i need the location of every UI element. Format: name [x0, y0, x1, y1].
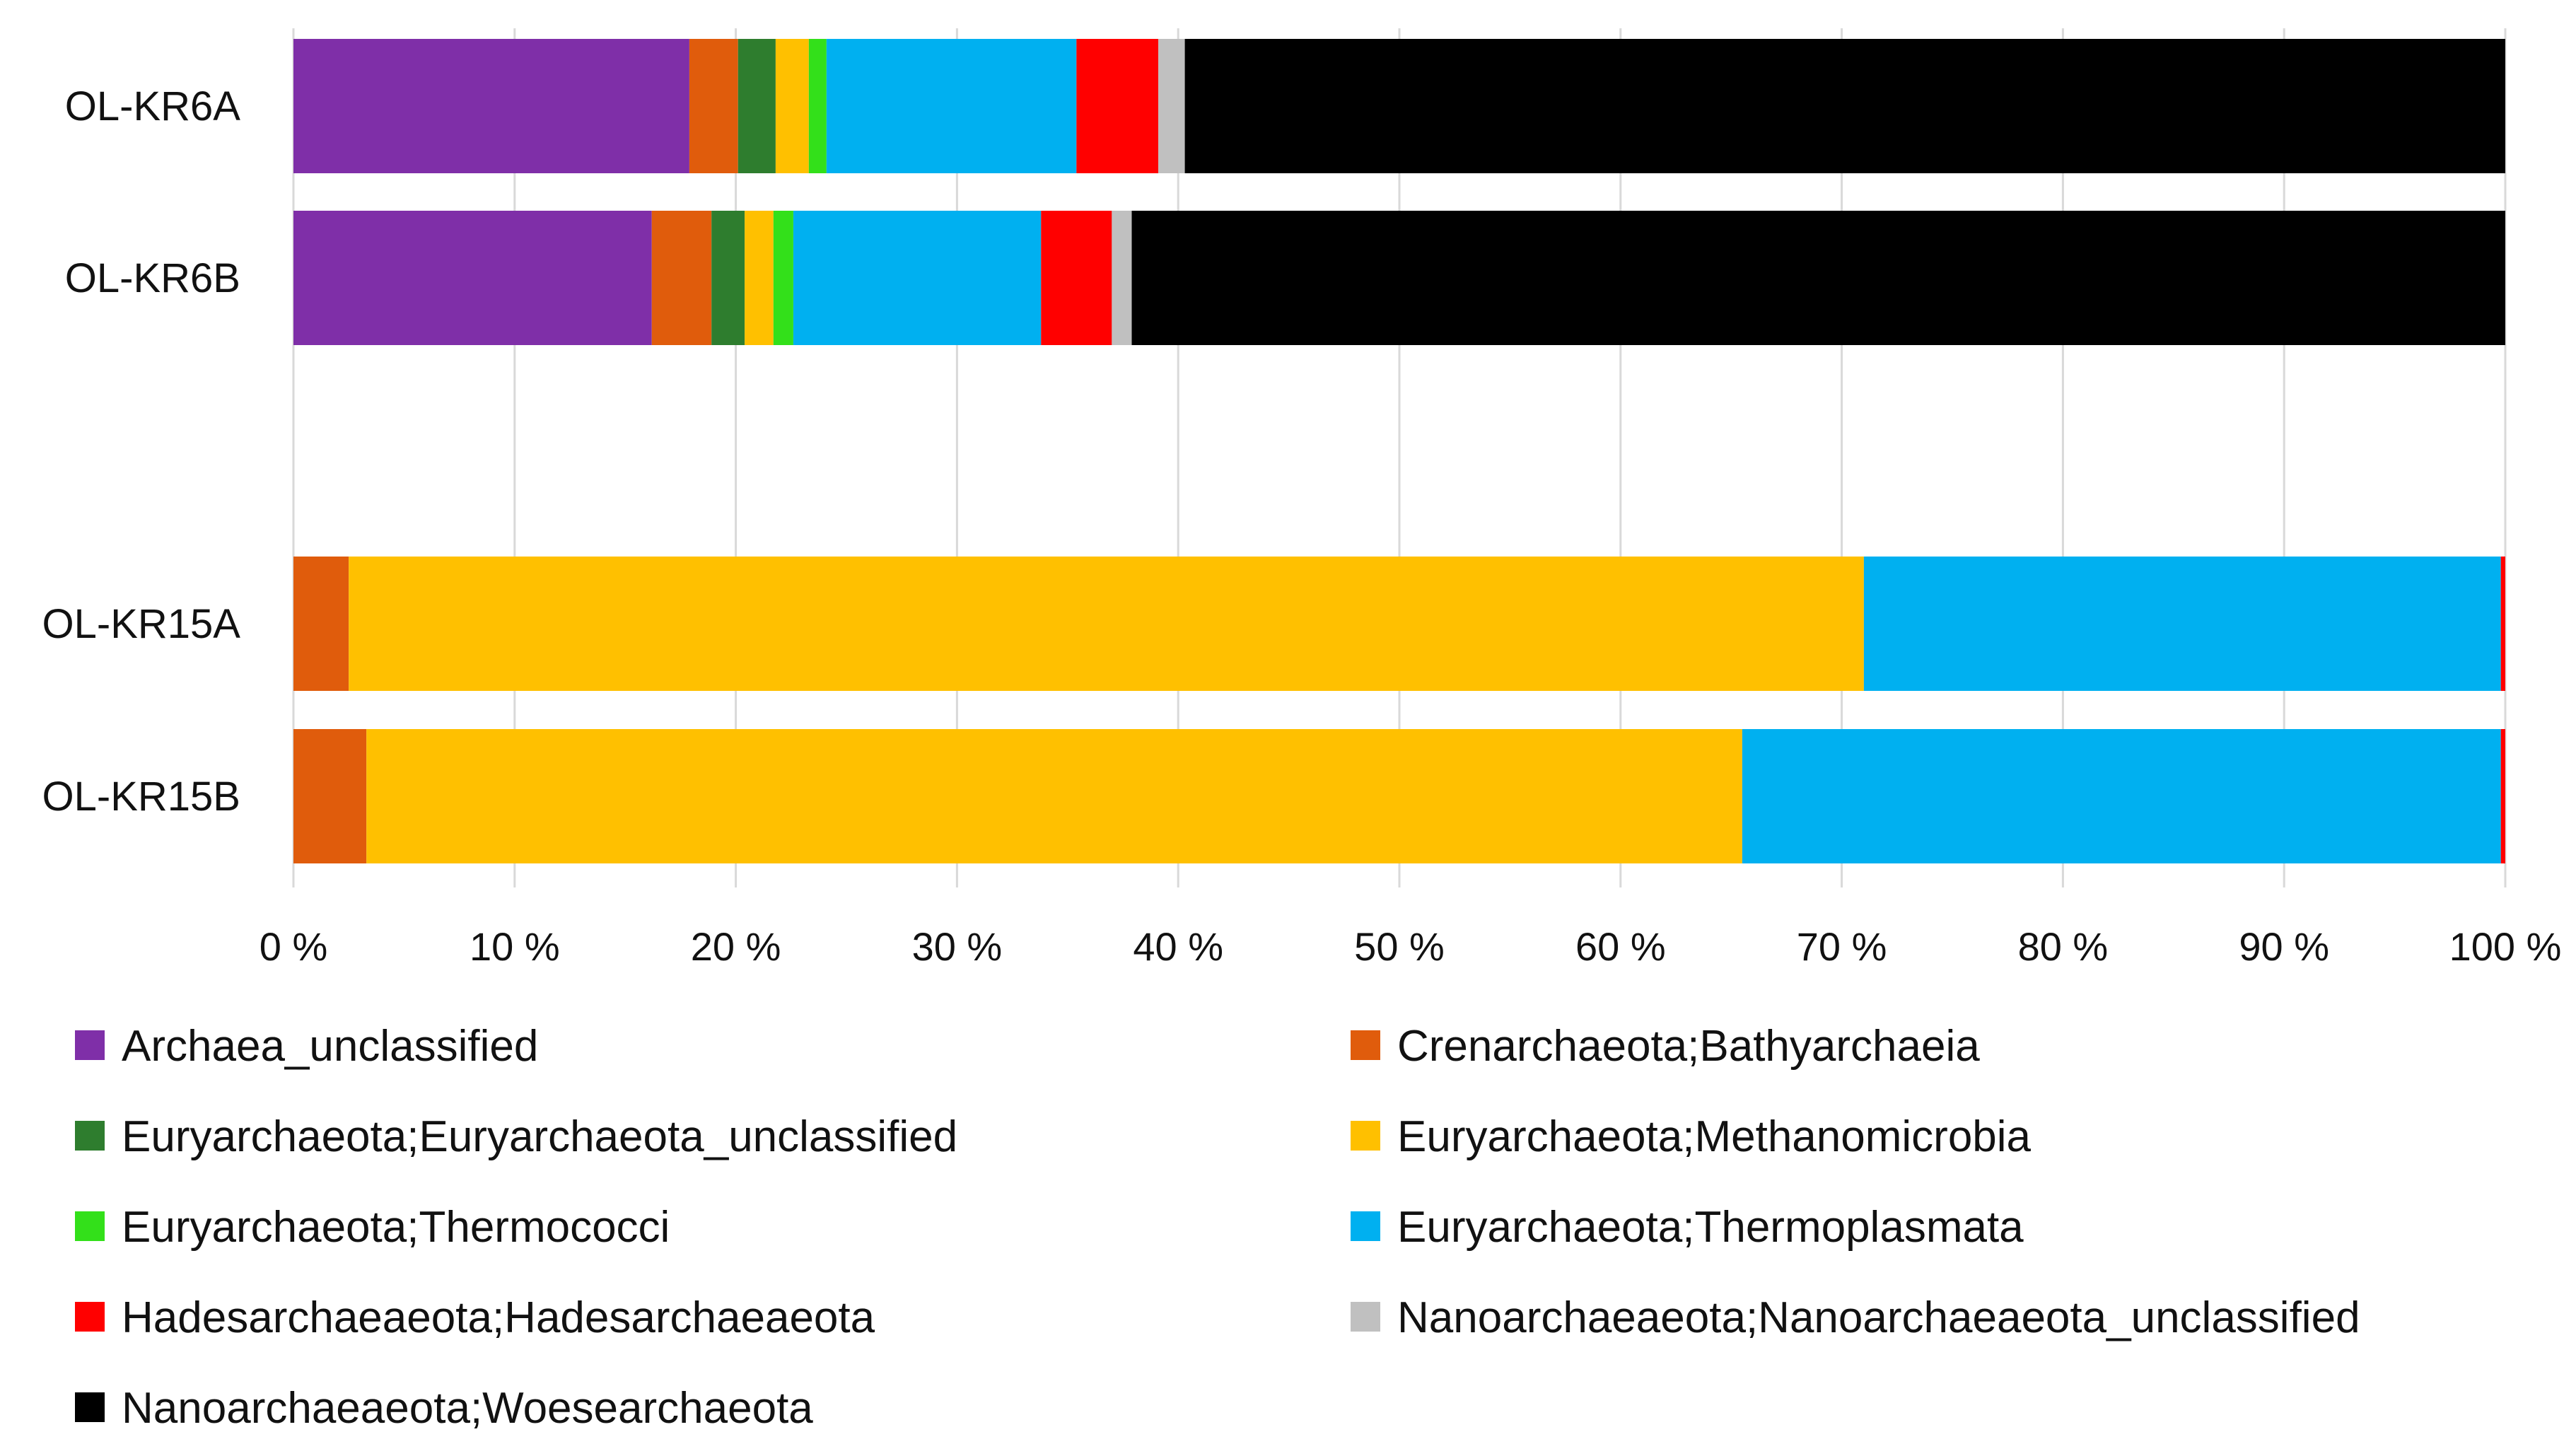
x-tick-label: 40 % — [1133, 924, 1223, 969]
legend-swatch — [75, 1030, 105, 1060]
bar-segment-ol-kr15b-hadesarchaeaeota-hadesarchaeaeota — [2500, 729, 2505, 863]
bar-segment-ol-kr6a-nanoarchaeaeota-woesearchaeota — [1184, 39, 2505, 173]
category-labels: OL-KR6A OL-KR6B OL-KR15A OL-KR15B — [42, 83, 241, 820]
legend-swatch — [1351, 1211, 1380, 1241]
x-tick-label: 90 % — [2239, 924, 2329, 969]
legend-item-nanoarchaeaeota-nanoarchaeaeota-unclassified: Nanoarchaeaeota;Nanoarchaeaeota_unclassi… — [1351, 1293, 2360, 1342]
legend-swatch — [75, 1302, 105, 1332]
legend-swatch — [75, 1392, 105, 1422]
x-tick-label: 20 % — [691, 924, 781, 969]
legend-swatch — [1351, 1121, 1380, 1151]
legend-item-archaea-unclassified: Archaea_unclassified — [75, 1022, 538, 1071]
x-tick-label: 10 % — [470, 924, 560, 969]
category-label: OL-KR6B — [65, 255, 240, 301]
legend-label: Nanoarchaeaeota;Nanoarchaeaeota_unclassi… — [1397, 1293, 2360, 1342]
legend-item-euryarchaeota-thermoplasmata: Euryarchaeota;Thermoplasmata — [1351, 1203, 2024, 1252]
x-tick-label: 30 % — [912, 924, 1003, 969]
bar-segment-ol-kr6a-crenarchaeota-bathyarchaeia — [689, 39, 738, 173]
bar-segment-ol-kr6a-euryarchaeota-thermoplasmata — [826, 39, 1077, 173]
bar-segment-ol-kr6b-hadesarchaeaeota-hadesarchaeaeota — [1041, 211, 1112, 345]
legend-item-euryarchaeota-methanomicrobia: Euryarchaeota;Methanomicrobia — [1351, 1112, 2032, 1161]
x-tick-label: 0 % — [260, 924, 328, 969]
x-tick-label: 60 % — [1575, 924, 1666, 969]
bar-segment-ol-kr6b-euryarchaeota-thermoplasmata — [793, 211, 1042, 345]
bar-segment-ol-kr15b-euryarchaeota-methanomicrobia — [366, 729, 1742, 863]
bar-segment-ol-kr15b-euryarchaeota-thermoplasmata — [1742, 729, 2501, 863]
bar-segment-ol-kr6a-euryarchaeota-methanomicrobia — [775, 39, 809, 173]
legend-swatch — [75, 1121, 105, 1151]
bar-segment-ol-kr15a-euryarchaeota-thermoplasmata — [1863, 557, 2501, 691]
bar-segment-ol-kr6b-nanoarchaeaeota-nanoarchaeaeota-unclassified — [1112, 211, 1132, 345]
bar-segment-ol-kr15a-crenarchaeota-bathyarchaeia — [293, 557, 349, 691]
x-tick-label: 70 % — [1797, 924, 1887, 969]
bar-segment-ol-kr6a-hadesarchaeaeota-hadesarchaeaeota — [1076, 39, 1159, 173]
category-label: OL-KR15B — [42, 774, 240, 820]
legend-label: Nanoarchaeaeota;Woesearchaeota — [122, 1384, 813, 1433]
legend-label: Euryarchaeota;Euryarchaeota_unclassified — [122, 1112, 957, 1161]
legend-swatch — [1351, 1030, 1380, 1060]
bars-layer — [293, 39, 2505, 863]
category-label: OL-KR6A — [65, 83, 241, 129]
bar-segment-ol-kr15a-euryarchaeota-methanomicrobia — [349, 557, 1864, 691]
x-tick-label: 80 % — [2018, 924, 2109, 969]
legend-item-crenarchaeota-bathyarchaeia: Crenarchaeota;Bathyarchaeia — [1351, 1022, 1980, 1071]
legend-label: Crenarchaeota;Bathyarchaeia — [1397, 1022, 1980, 1071]
bar-segment-ol-kr15b-crenarchaeota-bathyarchaeia — [293, 729, 367, 863]
legend-item-nanoarchaeaeota-woesearchaeota: Nanoarchaeaeota;Woesearchaeota — [75, 1384, 813, 1433]
bar-segment-ol-kr15a-hadesarchaeaeota-hadesarchaeaeota — [2500, 557, 2505, 691]
legend-label: Euryarchaeota;Thermoplasmata — [1397, 1203, 2024, 1252]
bar-segment-ol-kr6a-archaea-unclassified — [293, 39, 689, 173]
x-tick-label: 50 % — [1354, 924, 1445, 969]
bar-segment-ol-kr6b-nanoarchaeaeota-woesearchaeota — [1131, 211, 2505, 345]
bar-segment-ol-kr6a-nanoarchaeaeota-nanoarchaeaeota-unclassified — [1158, 39, 1185, 173]
legend-item-euryarchaeota-thermococci: Euryarchaeota;Thermococci — [75, 1203, 670, 1252]
bar-segment-ol-kr6b-euryarchaeota-euryarchaeota-unclassified — [711, 211, 745, 345]
bar-segment-ol-kr6a-euryarchaeota-euryarchaeota-unclassified — [738, 39, 776, 173]
x-axis-ticks: 0 % 10 % 20 % 30 % 40 % 50 % 60 % 70 % 80 % 90 % 1… — [260, 924, 2562, 969]
category-label: OL-KR15A — [42, 601, 241, 647]
legend-label: Hadesarchaeaeota;Hadesarchaeaeota — [122, 1293, 875, 1342]
legend-label: Euryarchaeota;Methanomicrobia — [1397, 1112, 2032, 1161]
legend-item-hadesarchaeaeota-hadesarchaeaeota: Hadesarchaeaeota;Hadesarchaeaeota — [75, 1293, 875, 1342]
legend-swatch — [75, 1211, 105, 1241]
legend-swatch — [1351, 1302, 1380, 1332]
bar-segment-ol-kr6b-crenarchaeota-bathyarchaeia — [651, 211, 712, 345]
bar-segment-ol-kr6a-euryarchaeota-thermococci — [808, 39, 827, 173]
legend-label: Archaea_unclassified — [122, 1022, 538, 1071]
legend: Archaea_unclassified Crenarchaeota;Bathya… — [75, 1022, 2360, 1433]
bar-segment-ol-kr6b-euryarchaeota-thermococci — [773, 211, 793, 345]
legend-label: Euryarchaeota;Thermococci — [122, 1203, 670, 1252]
bar-segment-ol-kr6b-euryarchaeota-methanomicrobia — [745, 211, 774, 345]
x-tick-label: 100 % — [2449, 924, 2562, 969]
legend-item-euryarchaeota-euryarchaeota-unclassified: Euryarchaeota;Euryarchaeota_unclassified — [75, 1112, 957, 1161]
bar-segment-ol-kr6b-archaea-unclassified — [293, 211, 652, 345]
